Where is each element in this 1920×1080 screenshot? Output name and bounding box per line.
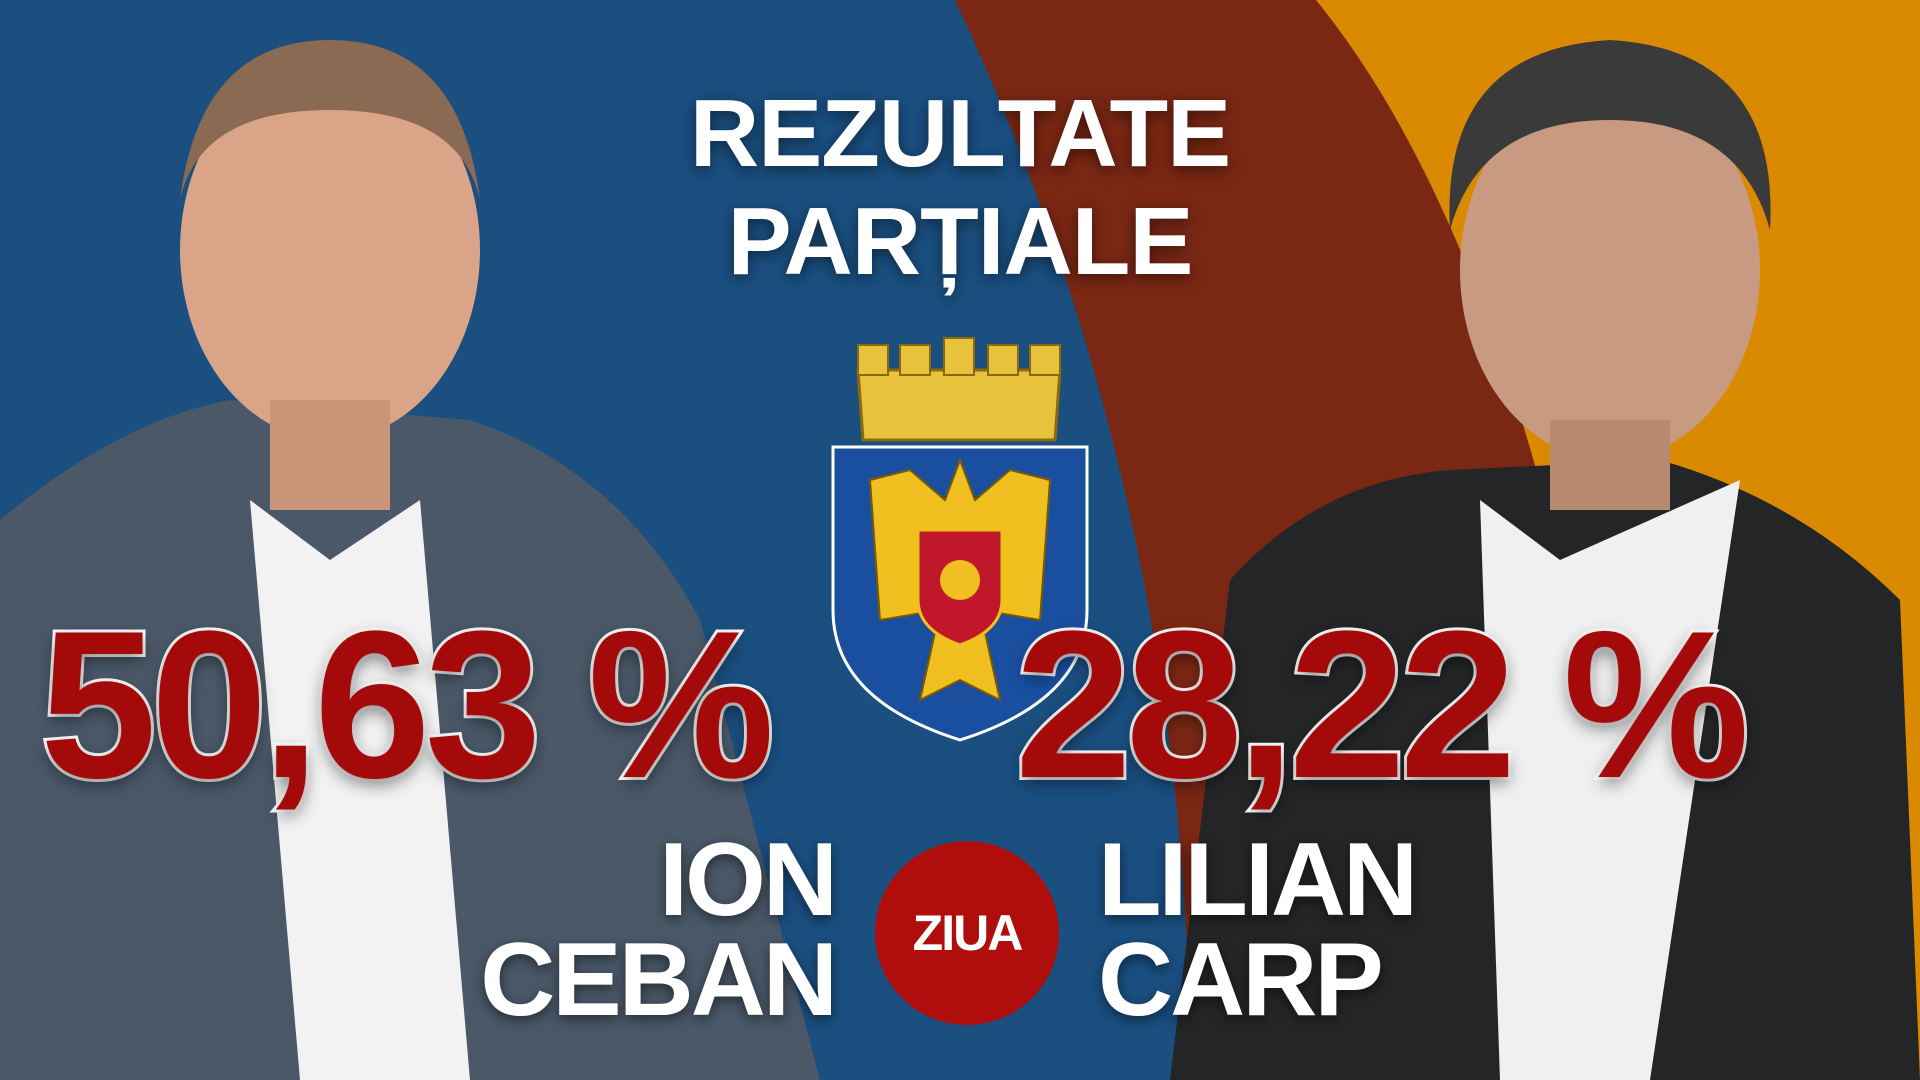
candidate-photo-left — [0, 40, 820, 1080]
first-name-left: ION — [659, 822, 838, 938]
title-line-2: PARȚIALE — [727, 188, 1194, 295]
candidate-photo-right — [1170, 40, 1920, 1080]
candidate-name-right: LILIAN CARP — [1098, 822, 1418, 1038]
ziua-logo-text: ZIUA — [912, 905, 1024, 961]
title-line-1: REZULTATE — [689, 80, 1231, 187]
percent-right: 28,22 % — [1012, 587, 1753, 822]
coat-of-arms — [831, 337, 1089, 742]
last-name-left: CEBAN — [480, 922, 838, 1038]
percent-left: 50,63 % — [37, 587, 778, 822]
ziua-logo: ZIUA — [875, 841, 1059, 1025]
first-name-right: LILIAN — [1098, 822, 1418, 938]
candidate-name-left: ION CEBAN — [480, 822, 838, 1038]
last-name-right: CARP — [1098, 922, 1384, 1038]
